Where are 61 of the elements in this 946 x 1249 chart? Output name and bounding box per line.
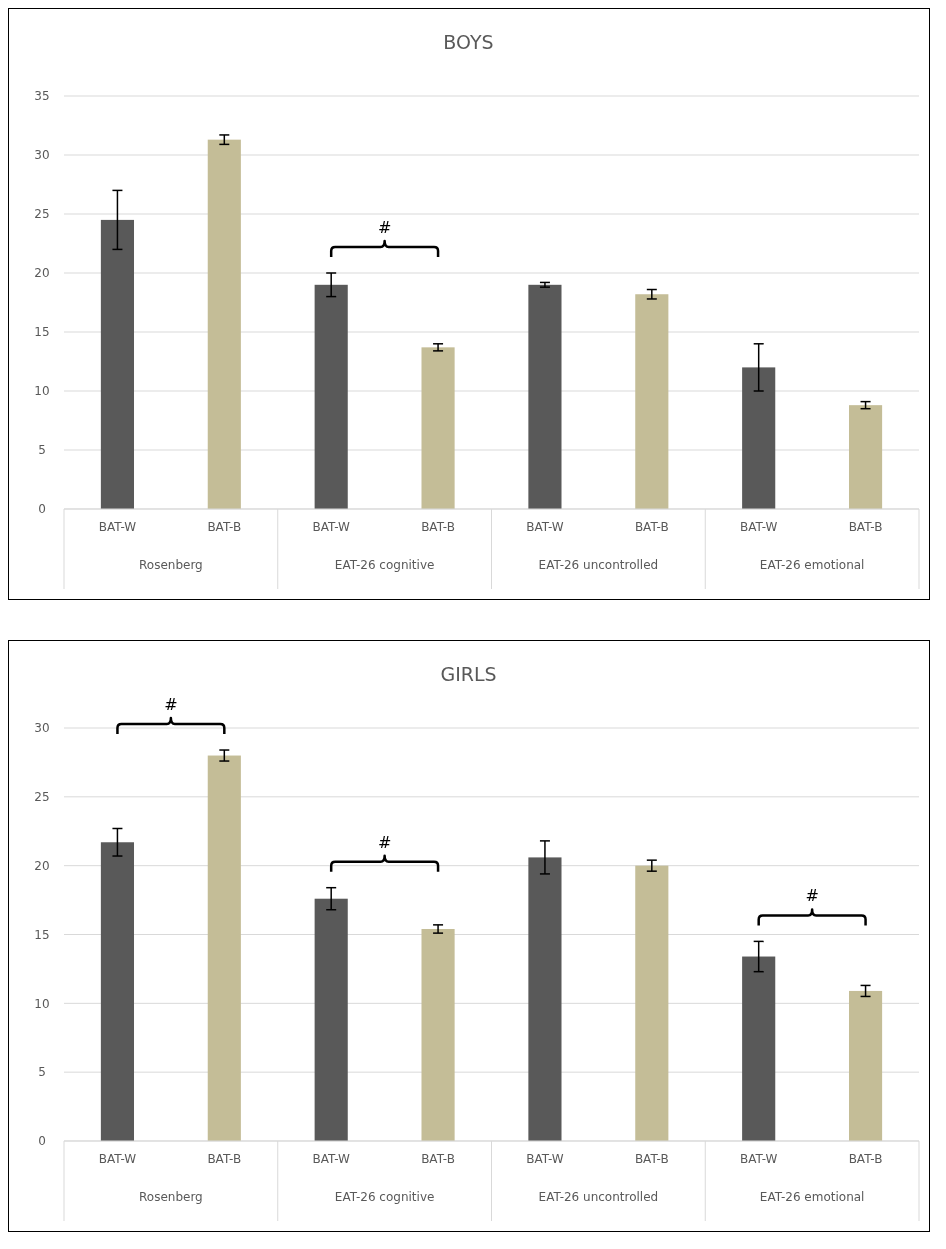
y-tick-label: 5	[38, 1065, 46, 1080]
bar	[849, 990, 883, 1141]
text: BAT-W	[739, 1152, 778, 1166]
series-label: BAT-W	[526, 1152, 564, 1166]
bar	[207, 139, 241, 509]
bar	[635, 294, 669, 509]
bar	[314, 898, 348, 1141]
bar	[100, 219, 134, 509]
bar	[528, 284, 562, 509]
y-tick-label: 10	[34, 996, 50, 1011]
bar	[207, 755, 241, 1141]
y-tick-label: 20	[34, 266, 50, 281]
x-tick-label: EAT-26 emotional	[759, 1190, 865, 1204]
text: BAT-B	[421, 520, 455, 534]
bar	[314, 284, 348, 509]
y-tick-label: 30	[34, 148, 50, 163]
y-tick-label: 0	[38, 502, 46, 517]
text: BAT-B	[634, 1152, 669, 1166]
series-label: BAT-B	[207, 520, 242, 534]
bar	[528, 857, 562, 1141]
text: BAT-W	[98, 1152, 137, 1166]
annotation: #	[805, 886, 819, 906]
bar	[100, 842, 134, 1141]
bar	[742, 956, 776, 1141]
text: BAT-B	[848, 1152, 883, 1166]
y-tick-label: 10	[34, 384, 50, 399]
y-tick-label: 30	[34, 721, 50, 736]
x-tick-label: EAT-26 cognitive	[334, 558, 435, 572]
text: #	[164, 695, 178, 715]
x-tick-label: Rosenberg	[139, 558, 203, 572]
y-tick-label: 15	[34, 325, 50, 340]
y-tick-label: 0	[38, 1134, 46, 1149]
y-tick-label: 25	[34, 790, 50, 805]
y-tick-label: 20	[34, 858, 50, 873]
text: BAT-W	[98, 520, 137, 534]
bar	[421, 347, 455, 509]
bar	[742, 367, 776, 509]
x-tick-label: EAT-26 uncontrolled	[538, 1190, 659, 1204]
bar	[421, 928, 455, 1141]
text: BAT-B	[848, 520, 883, 534]
text: BAT-B	[634, 520, 669, 534]
text: BAT-W	[312, 520, 350, 534]
y-tick-label: 35	[34, 89, 50, 104]
chart-title: GIRLS	[440, 663, 497, 685]
y-tick-label: 5	[38, 443, 46, 458]
x-tick-label: EAT-26 uncontrolled	[538, 558, 659, 572]
series-label: BAT-W	[526, 520, 564, 534]
annotation: #	[377, 832, 392, 852]
y-tick-label: 15	[34, 927, 50, 942]
x-tick-label: EAT-26 cognitive	[334, 1190, 435, 1204]
series-label: BAT-B	[207, 1152, 242, 1166]
x-tick-label: EAT-26 emotional	[759, 558, 865, 572]
bar	[635, 865, 669, 1141]
text: BAT-W	[312, 1152, 350, 1166]
y-tick-label: 25	[34, 207, 50, 222]
annotation: #	[377, 218, 392, 237]
text: BAT-B	[421, 1152, 455, 1166]
chart-title: BOYS	[443, 31, 494, 53]
text: BAT-W	[739, 520, 778, 534]
bar	[849, 405, 883, 509]
x-tick-label: Rosenberg	[139, 1190, 203, 1204]
